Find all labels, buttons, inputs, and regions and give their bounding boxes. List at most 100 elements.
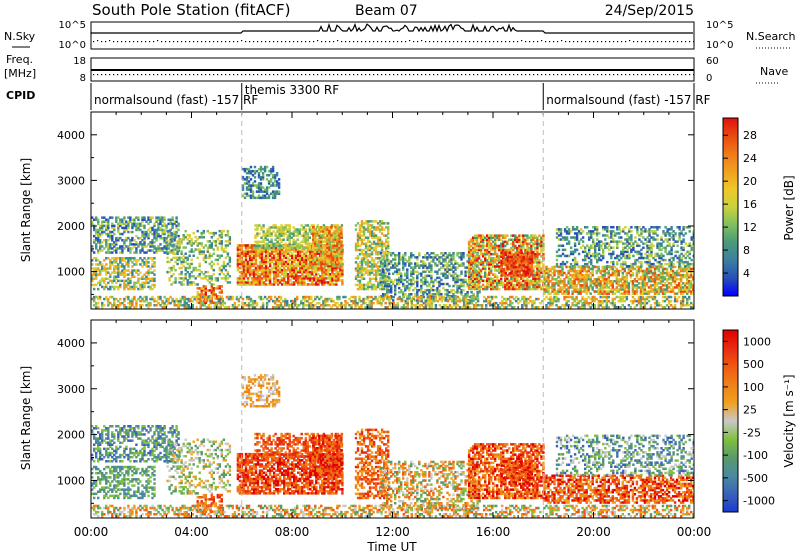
power-cell xyxy=(198,248,201,251)
power-cell xyxy=(469,250,473,254)
power-cell xyxy=(545,271,548,275)
power-cell xyxy=(226,277,230,280)
power-cell xyxy=(467,261,471,264)
power-cell xyxy=(358,236,362,239)
power-cell xyxy=(378,283,382,287)
nsearch-point xyxy=(601,41,603,43)
power-cell xyxy=(244,246,248,249)
power-cell xyxy=(111,281,114,285)
power-cell xyxy=(500,261,503,265)
power-cell xyxy=(532,281,535,285)
power-cell xyxy=(504,234,507,237)
power-cell xyxy=(301,277,304,280)
power-cell xyxy=(243,178,247,181)
power-cell xyxy=(321,273,324,276)
power-cell xyxy=(173,220,176,223)
power-cell xyxy=(335,273,338,276)
power-cell xyxy=(530,240,533,244)
power-cell xyxy=(249,169,253,173)
power-cell xyxy=(145,277,148,280)
power-cell xyxy=(358,265,362,268)
power-cell xyxy=(400,291,403,294)
power-cell xyxy=(254,279,258,282)
power-cell xyxy=(272,273,276,276)
power-cell xyxy=(141,283,144,287)
power-cell xyxy=(214,287,217,290)
power-cell xyxy=(387,228,390,231)
nsearch-point xyxy=(373,41,375,43)
power-cell xyxy=(498,281,501,285)
power-cell xyxy=(95,232,98,236)
power-cell xyxy=(270,258,274,262)
power-cell xyxy=(538,285,541,289)
power-cell xyxy=(398,272,401,275)
power-cell xyxy=(508,279,511,283)
power-cell xyxy=(303,254,306,257)
power-cell xyxy=(159,228,162,232)
power-cell xyxy=(530,236,533,239)
power-cell xyxy=(402,291,405,294)
power-cell xyxy=(184,260,187,264)
power-cell xyxy=(426,258,429,261)
power-cell xyxy=(488,250,491,254)
power-cell xyxy=(91,275,94,278)
power-cell xyxy=(260,256,264,260)
power-cell xyxy=(299,260,302,264)
power-cell xyxy=(506,255,509,259)
power-cell xyxy=(370,277,374,280)
power-cell xyxy=(434,278,437,282)
power-cell xyxy=(272,224,275,227)
nave-point xyxy=(189,74,191,76)
power-cell xyxy=(545,265,548,269)
power-cell xyxy=(147,281,150,285)
power-cell xyxy=(121,259,124,262)
power-cell xyxy=(291,252,294,255)
power-cell xyxy=(320,230,323,233)
power-cell xyxy=(514,263,517,266)
power-cell xyxy=(190,258,193,262)
power-cell xyxy=(557,290,560,293)
power-cell xyxy=(161,224,164,228)
power-cell xyxy=(475,244,479,248)
power-cell xyxy=(169,249,172,252)
power-cell xyxy=(311,266,314,270)
power-cell xyxy=(477,281,481,285)
power-cell xyxy=(506,263,509,267)
power-cell xyxy=(264,254,268,257)
power-cell xyxy=(91,249,94,252)
power-cell xyxy=(536,242,539,246)
nave-point xyxy=(349,74,351,76)
power-cell xyxy=(190,270,193,274)
power-cell xyxy=(368,220,372,223)
power-cell xyxy=(370,220,374,223)
power-cell xyxy=(477,267,481,270)
power-cell xyxy=(334,236,337,239)
power-cell xyxy=(200,270,203,274)
power-cell xyxy=(278,248,282,251)
power-cell xyxy=(198,275,201,278)
power-cell xyxy=(376,265,380,268)
power-cell xyxy=(360,277,364,280)
power-cell xyxy=(299,264,302,268)
power-cell xyxy=(145,251,148,254)
power-cell xyxy=(518,285,521,289)
power-cell xyxy=(398,262,401,265)
power-cell xyxy=(259,178,263,181)
power-cell xyxy=(123,275,126,278)
nave-point xyxy=(497,74,499,76)
power-cell xyxy=(277,192,281,195)
power-cell xyxy=(360,275,364,278)
power-cell xyxy=(386,291,389,294)
nave-point xyxy=(249,74,251,76)
power-cell xyxy=(329,277,332,280)
power-cell xyxy=(321,283,324,286)
power-cell xyxy=(99,261,102,264)
power-cell xyxy=(488,255,491,258)
power-cell xyxy=(304,242,307,246)
power-cell xyxy=(250,244,254,247)
power-cell xyxy=(196,283,199,286)
power-cell xyxy=(494,265,497,268)
power-cell xyxy=(293,254,296,257)
power-cell xyxy=(467,259,471,262)
power-cell xyxy=(99,247,102,250)
